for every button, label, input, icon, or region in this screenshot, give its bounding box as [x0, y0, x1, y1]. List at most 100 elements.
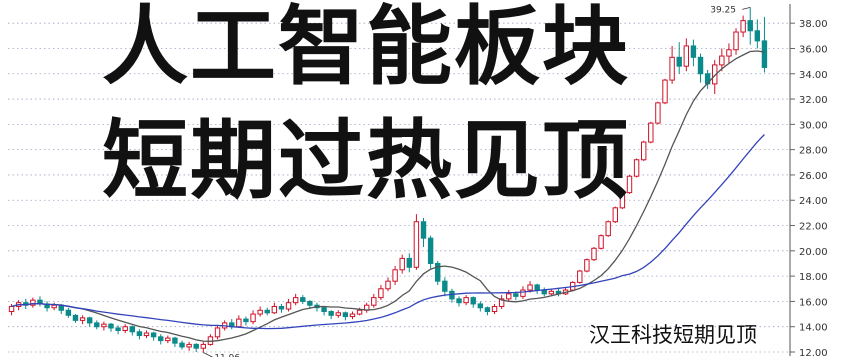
- candle-body: [676, 56, 682, 67]
- candle-body: [328, 311, 334, 316]
- candle: [413, 214, 420, 270]
- candle-body: [761, 40, 768, 68]
- candle: [51, 302, 57, 311]
- candle: [363, 302, 370, 313]
- y-tick-label: 14.00: [799, 323, 828, 334]
- candle-body: [598, 235, 604, 249]
- candle-body: [129, 326, 136, 333]
- candle: [94, 320, 100, 330]
- candle-body: [108, 323, 114, 329]
- y-tick-label: 34.00: [799, 70, 828, 81]
- candle-body: [669, 56, 675, 81]
- candle: [584, 258, 590, 273]
- candle: [477, 301, 484, 312]
- candle-body: [172, 337, 178, 344]
- candle-body: [79, 317, 86, 321]
- candle: [449, 288, 455, 303]
- candle: [158, 334, 164, 345]
- candle-body: [158, 336, 164, 342]
- y-tick-label: 24.00: [799, 196, 828, 207]
- candle-body: [179, 342, 185, 348]
- candle-body: [584, 259, 590, 272]
- candle: [143, 330, 150, 339]
- candle-body: [640, 141, 647, 161]
- candle: [214, 325, 221, 340]
- candle: [548, 288, 555, 296]
- candle-body: [214, 327, 221, 338]
- candle-body: [342, 312, 349, 318]
- candle: [697, 53, 704, 83]
- candle-body: [619, 192, 626, 209]
- candle: [129, 325, 136, 336]
- candle: [541, 287, 547, 297]
- candle-body: [733, 31, 739, 51]
- low-annotation: 11.96: [214, 354, 240, 357]
- y-tick-label: 18.00: [799, 272, 828, 283]
- candle: [662, 78, 668, 105]
- candle: [229, 319, 235, 330]
- y-tick-label: 12.00: [799, 348, 828, 357]
- ma-short-line: [11, 50, 765, 342]
- candle: [300, 295, 306, 304]
- y-tick-label: 30.00: [799, 120, 828, 131]
- candle: [243, 316, 249, 326]
- candle: [399, 254, 405, 274]
- candle-body: [747, 20, 753, 32]
- candle: [406, 253, 413, 273]
- candle-body: [51, 304, 57, 309]
- candle: [442, 277, 448, 297]
- candle: [72, 314, 79, 323]
- candle-body: [527, 284, 533, 291]
- candle-body: [392, 269, 398, 282]
- candle-body: [463, 297, 469, 304]
- candle-body: [378, 288, 384, 299]
- candle: [321, 306, 327, 316]
- candle: [349, 311, 356, 320]
- candle: [726, 43, 732, 64]
- candle-body: [307, 300, 313, 306]
- candle: [676, 42, 682, 74]
- candle: [86, 316, 93, 327]
- candle: [633, 158, 640, 178]
- candle-body: [591, 247, 597, 261]
- candle-body: [498, 298, 505, 307]
- candle: [591, 247, 597, 261]
- candle: [186, 341, 192, 351]
- candle-body: [626, 175, 633, 194]
- candle: [8, 303, 15, 316]
- candle-body: [690, 45, 697, 58]
- candle-body: [683, 45, 690, 67]
- candle: [79, 315, 86, 325]
- candle: [207, 334, 214, 346]
- y-tick-label: 26.00: [799, 171, 828, 182]
- candle: [754, 19, 761, 49]
- candle: [719, 48, 725, 72]
- candle-body: [65, 309, 72, 316]
- headline-line-2: 短期过热见顶: [102, 111, 630, 211]
- high-annotation-leader: [742, 6, 751, 10]
- candle-body: [101, 323, 107, 328]
- candle: [150, 331, 157, 341]
- candle: [335, 310, 341, 318]
- candle-body: [648, 122, 654, 143]
- candle-body: [385, 280, 391, 290]
- candle: [392, 266, 398, 285]
- candle-body: [577, 270, 583, 283]
- y-tick-label: 16.00: [799, 297, 828, 308]
- candle: [669, 45, 675, 84]
- candle: [577, 269, 583, 284]
- candle: [285, 298, 292, 312]
- candle-body: [94, 322, 100, 328]
- candle-body: [371, 297, 377, 306]
- candle-body: [72, 314, 79, 321]
- candle: [612, 206, 618, 223]
- candle: [257, 306, 263, 317]
- candle-body: [136, 331, 143, 337]
- y-tick-label: 20.00: [799, 247, 828, 258]
- candle-body: [427, 237, 434, 264]
- candle-body: [264, 309, 270, 314]
- candle: [342, 311, 349, 321]
- candle-body: [633, 159, 640, 177]
- candle: [534, 283, 540, 294]
